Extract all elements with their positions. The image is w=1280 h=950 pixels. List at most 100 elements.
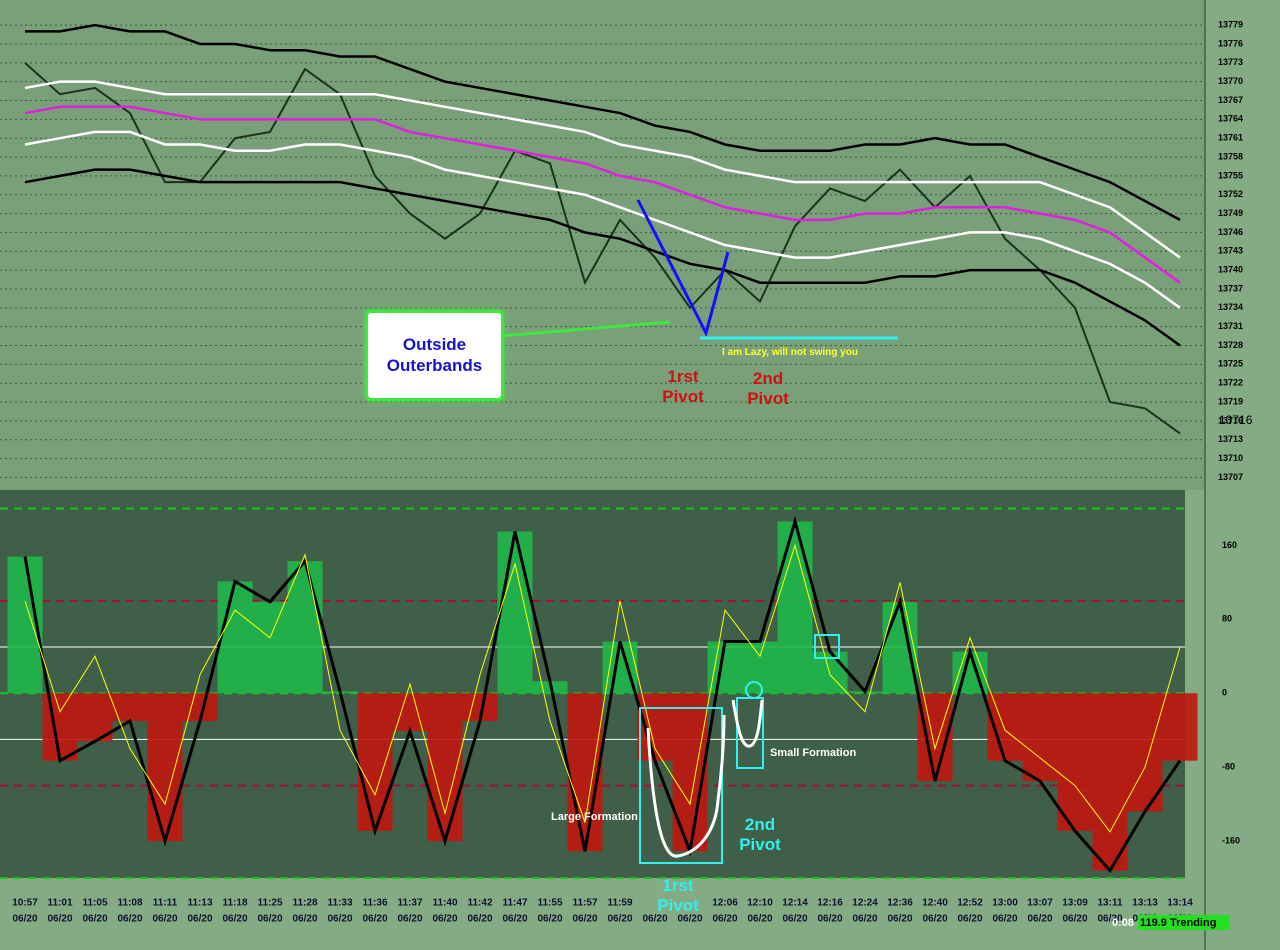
y-tick-label: 13737 [1218, 283, 1243, 293]
x-date-label: 06/20 [677, 914, 702, 925]
x-tick-label: 11:33 [327, 898, 352, 909]
large-formation-box [639, 707, 723, 864]
x-tick-label: 11:47 [502, 898, 527, 909]
x-tick-label: 11:42 [467, 898, 492, 909]
x-tick-label: 11:25 [257, 898, 282, 909]
marks: 13707 13710 13713 13716 13719 13722 13725 13728… [0, 20, 1253, 925]
x-date-label: 06/20 [642, 914, 667, 925]
x-tick-label: 12:06 [712, 898, 738, 909]
y-tick-label: 160 [1222, 540, 1237, 550]
y-tick-label: 13713 [1218, 434, 1243, 444]
band-line [24, 105, 1181, 284]
x-tick-label: 12:52 [957, 898, 983, 909]
small-formation-curve [731, 699, 764, 748]
annotation: I am Lazy, will not swing you [722, 347, 858, 358]
x-date-label: 06/20 [1027, 914, 1052, 925]
y-tick-label: 13770 [1218, 76, 1243, 86]
x-tick-label: 11:40 [432, 898, 457, 909]
x-date-label: 06/20 [992, 914, 1017, 925]
histogram-bar [1022, 693, 1058, 781]
x-date-label: 06/20 [397, 914, 422, 925]
pivot-swing [636, 199, 730, 338]
y-tick-label: -160 [1222, 835, 1240, 845]
y-tick-label: 13755 [1218, 170, 1243, 180]
histogram-bar [1127, 693, 1163, 812]
x-tick-label: 13:07 [1027, 898, 1053, 909]
annotation: 2nd Pivot [747, 369, 789, 409]
x-date-label: 06/20 [572, 914, 597, 925]
x-date-label: 06/20 [747, 914, 772, 925]
x-tick-label: 12:14 [782, 898, 808, 909]
y-tick-label: 13716 [1218, 415, 1243, 425]
x-date-label: 06/20 [537, 914, 562, 925]
band-line [24, 168, 1181, 347]
annotation: 1rst Pivot [662, 367, 704, 407]
x-date-label: 06/20 [502, 914, 527, 925]
x-tick-label: 13:11 [1097, 898, 1122, 909]
x-tick-label: 11:18 [222, 898, 247, 909]
x-tick-label: 12:24 [852, 898, 878, 909]
annotation: 1rst Pivot [657, 876, 699, 916]
y-tick-label: 13710 [1218, 453, 1243, 463]
annotation: Outside Outerbands [386, 335, 483, 375]
y-tick-label: 13773 [1218, 57, 1243, 67]
band-line [24, 80, 1181, 259]
histogram-bar [1162, 693, 1198, 761]
marker-square [814, 634, 840, 659]
x-tick-label: 11:37 [397, 898, 422, 909]
histogram-bar [882, 601, 918, 694]
histogram-bar [357, 693, 393, 831]
x-tick-label: 12:36 [887, 898, 913, 909]
x-date-label: 06/20 [782, 914, 807, 925]
x-date-label: 06/20 [432, 914, 457, 925]
annotation: 2nd Pivot [739, 815, 781, 855]
x-date-label: 06/20 [47, 914, 72, 925]
y-tick-label: 13761 [1218, 133, 1243, 143]
x-tick-label: 13:13 [1132, 898, 1158, 909]
histogram-bar [112, 693, 148, 721]
x-date-label: 06/20 [957, 914, 982, 925]
pivot-circle [745, 681, 763, 699]
x-date-label: 06/20 [1097, 914, 1122, 925]
y-tick-label: 13776 [1218, 38, 1243, 48]
y-tick-label: 13719 [1218, 396, 1243, 406]
y-tick-label: 13749 [1218, 208, 1243, 218]
histogram-bar [637, 693, 673, 761]
x-tick-label: 11:11 [153, 898, 178, 909]
x-date-label: 06/20 [362, 914, 387, 925]
x-date-label: 06/20 [817, 914, 842, 925]
trend-badge [1138, 915, 1230, 930]
y-tick-label: 13722 [1218, 378, 1243, 388]
x-date-label: 06/20 [712, 914, 737, 925]
band-line [25, 23, 1181, 221]
y-tick-label: 13752 [1218, 189, 1243, 199]
last-price: 13716 [1219, 413, 1253, 427]
x-date-label: 06/20 [922, 914, 947, 925]
price-panel [0, 0, 1205, 490]
x-date-label: 06/20 [1062, 914, 1087, 925]
signal-line [24, 543, 1181, 833]
histogram-bar [147, 693, 183, 842]
x-tick-label: 11:59 [607, 898, 632, 909]
y-tick-label: 0 [1222, 688, 1227, 698]
histogram-bar [252, 601, 288, 694]
x-tick-label: 11:01 [47, 898, 72, 909]
annotation-box: Outside Outerbands [365, 310, 504, 401]
histogram-bar [42, 693, 78, 761]
histogram-bar [1057, 693, 1093, 831]
y-tick-label: 13740 [1218, 265, 1243, 275]
x-date-label: 06/20 [222, 914, 247, 925]
pointer-line [499, 320, 671, 338]
annotation: Large Formation [551, 811, 638, 823]
y-tick-label: -80 [1222, 762, 1235, 772]
y-tick-label: 13746 [1218, 227, 1243, 237]
x-date-label: 06/20 [152, 914, 177, 925]
x-tick-label: 11:05 [82, 898, 107, 909]
x-date-label: 06/20 [117, 914, 142, 925]
x-date-label: 06/20 [257, 914, 282, 925]
histogram-bar [777, 521, 813, 694]
x-date-label: 06/20 [327, 914, 352, 925]
x-date-label: 06/20 [607, 914, 632, 925]
